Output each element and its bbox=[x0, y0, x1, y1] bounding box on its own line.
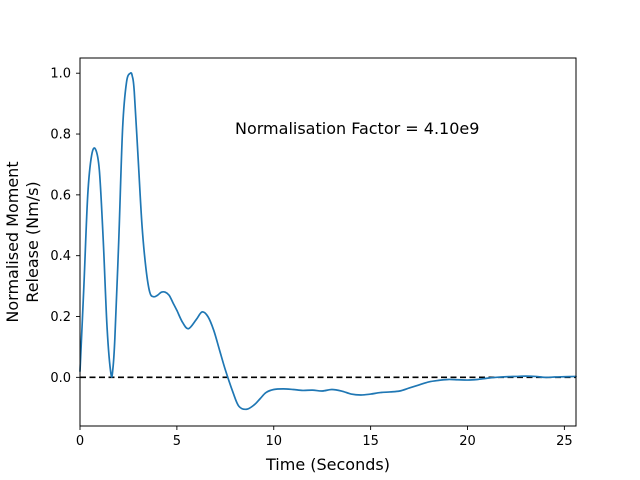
plot-area bbox=[79, 71, 577, 411]
y-axis-label-line-1: Normalised Moment bbox=[3, 161, 22, 322]
axes-frame bbox=[79, 57, 577, 427]
axis-ticks: 0 5 10 15 20 25 0.0 0.2 0.4 0.6 0.8 1.0 bbox=[50, 67, 572, 449]
y-tick-label: 0.8 bbox=[50, 128, 71, 143]
y-tick-label: 0.4 bbox=[50, 249, 71, 264]
x-tick-label: 15 bbox=[362, 434, 379, 449]
x-tick-label: 5 bbox=[173, 434, 181, 449]
x-tick-label: 0 bbox=[76, 434, 84, 449]
y-axis-label: Normalised Moment Release (Nm/s) bbox=[3, 161, 42, 322]
normalisation-annotation: Normalisation Factor = 4.10e9 bbox=[235, 119, 479, 138]
y-tick-label: 0.2 bbox=[50, 310, 71, 325]
x-axis-label: Time (Seconds) bbox=[265, 455, 390, 474]
y-tick-label: 0.0 bbox=[50, 371, 71, 386]
y-tick-label: 1.0 bbox=[50, 67, 71, 82]
x-tick-label: 25 bbox=[556, 434, 573, 449]
y-axis-label-line-2: Release (Nm/s) bbox=[23, 181, 42, 302]
x-tick-label: 10 bbox=[265, 434, 282, 449]
y-tick-label: 0.6 bbox=[50, 188, 71, 203]
series-line-0 bbox=[79, 71, 577, 411]
x-tick-label: 20 bbox=[459, 434, 476, 449]
